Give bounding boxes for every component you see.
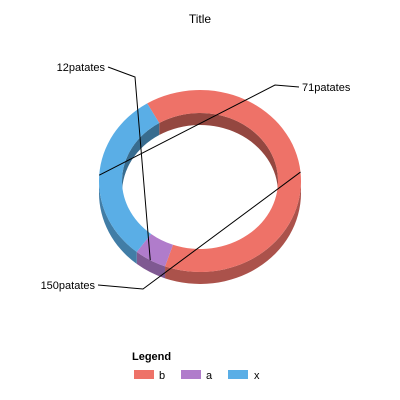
legend-swatch-a — [181, 370, 201, 379]
doughnut-ring — [97, 66, 301, 290]
legend-label-x: x — [254, 370, 260, 382]
legend-item-b: b — [134, 370, 165, 382]
slice-x-inner-wall — [122, 123, 160, 193]
data-labels: 150patates 12patates 71patates — [41, 62, 351, 292]
data-label-a: 12patates — [57, 62, 106, 74]
data-label-x: 71patates — [302, 82, 351, 94]
leader-line-a — [107, 66, 151, 261]
data-label-b: 150patates — [41, 280, 96, 292]
slice-b-outer-wall — [165, 181, 301, 284]
legend-title: Legend — [132, 351, 171, 363]
legend-item-x: x — [228, 370, 260, 382]
legend-label-b: b — [159, 370, 165, 382]
slice-a — [136, 234, 174, 267]
legend-swatch-x — [228, 370, 248, 379]
slice-b-inner-wall — [159, 113, 278, 193]
slice-x-outer-wall — [99, 181, 137, 264]
slice-a-outer-wall — [136, 251, 166, 279]
chart-title: Title — [189, 12, 212, 26]
slice-b — [147, 90, 301, 272]
legend-label-a: a — [206, 370, 213, 382]
leader-line-b — [97, 171, 301, 290]
legend: Legend b a x — [132, 351, 260, 382]
legend-item-a: a — [181, 370, 213, 382]
legend-swatch-b — [134, 370, 154, 379]
leader-line-x — [98, 84, 300, 176]
slice-x — [98, 103, 160, 252]
